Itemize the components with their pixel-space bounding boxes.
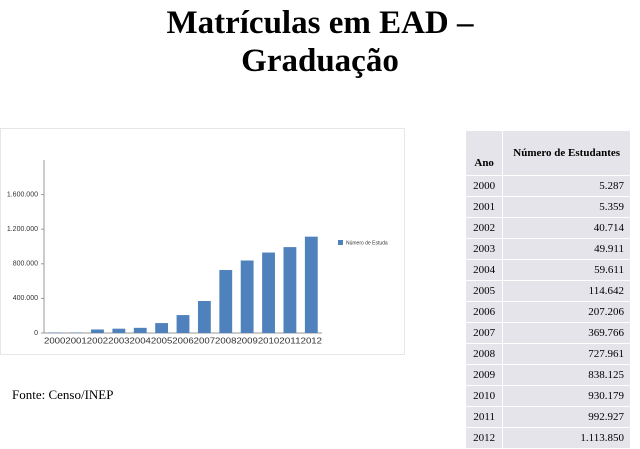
table-cell: 2001 [464,196,504,218]
x-tick-label: 2006 [172,335,194,345]
table-cell: 2007 [464,322,504,344]
y-tick-label: 1.600.000 [7,191,38,198]
table-cell: 992.927 [502,406,631,428]
legend-label: Número de Estuda [346,240,388,246]
bar [283,247,297,333]
table-row: 2001 5.359 [464,196,631,218]
table-cell: 2010 [464,385,504,407]
table-cell: 2002 [464,217,504,239]
table-row: 2009 838.125 [464,364,631,386]
table-row: 2005 114.642 [464,280,631,302]
y-tick-label: 0 [34,330,38,337]
table-cell: 2011 [464,406,504,428]
x-tick-label: 2004 [130,335,152,345]
x-tick-label: 2000 [44,335,66,345]
x-tick-label: 2009 [236,335,258,345]
table-cell: 727.961 [502,343,631,365]
table-row: 2003 49.911 [464,238,631,260]
x-tick-label: 2007 [194,335,216,345]
y-tick-label: 800.000 [13,261,38,268]
bar [91,329,104,333]
table-cell: 5.287 [502,175,631,197]
table-row: 2012 1.113.850 [464,427,631,449]
table-header: Número de Estudantes [502,130,631,176]
table-cell: 930.179 [502,385,631,407]
table-cell: 2008 [464,343,504,365]
table-cell: 49.911 [502,238,631,260]
table-cell: 114.642 [502,280,631,302]
table-header: Ano [464,130,504,176]
table-cell: 2009 [464,364,504,386]
table-cell: 59.611 [502,259,631,281]
x-tick-label: 2010 [258,335,280,345]
table-cell: 2004 [464,259,504,281]
table-row: 2006 207.206 [464,301,631,323]
table-row: 2004 59.611 [464,259,631,281]
table-row: 2002 40.714 [464,217,631,239]
bar [304,236,318,333]
table-cell: 2000 [464,175,504,197]
table-cell: 1.113.850 [502,427,631,449]
slide-title: Matrículas em EAD – Graduação [166,5,474,79]
table-row: 2000 5.287 [464,175,631,197]
table-row: 2010 930.179 [464,385,631,407]
table-cell: 5.359 [502,196,631,218]
bar [197,301,211,333]
table-cell: 207.206 [502,301,631,323]
table-cell: 2006 [464,301,504,323]
table-cell: 2005 [464,280,504,302]
x-tick-label: 2011 [279,335,301,345]
table-cell: 369.766 [502,322,631,344]
bar [155,323,169,333]
x-tick-label: 2003 [108,335,130,345]
table-row: 2011 992.927 [464,406,631,428]
bar [262,252,275,333]
bar [240,260,254,333]
table-cell: 40.714 [502,217,631,239]
data-table: Ano Número de Estudantes 2000 5.287 2001 5.… [464,130,631,449]
legend-swatch [338,240,343,245]
table-cell: 838.125 [502,364,631,386]
bar [176,315,190,333]
x-tick-label: 2008 [215,335,237,345]
table-row: 2008 727.961 [464,343,631,365]
x-tick-label: 2002 [87,335,109,345]
source: Fonte: Censo/INEP [12,387,114,402]
table-row: 2007 369.766 [464,322,631,344]
bar [219,270,233,333]
bar [112,328,126,333]
x-tick-label: 2005 [151,335,173,345]
y-tick-label: 1.200.000 [7,226,38,233]
bar [133,327,147,333]
table-cell: 2012 [464,427,504,449]
x-tick-label: 2012 [301,335,323,345]
table-cell: 2003 [464,238,504,260]
y-tick-label: 400.000 [13,295,38,302]
x-tick-label: 2001 [65,335,87,345]
